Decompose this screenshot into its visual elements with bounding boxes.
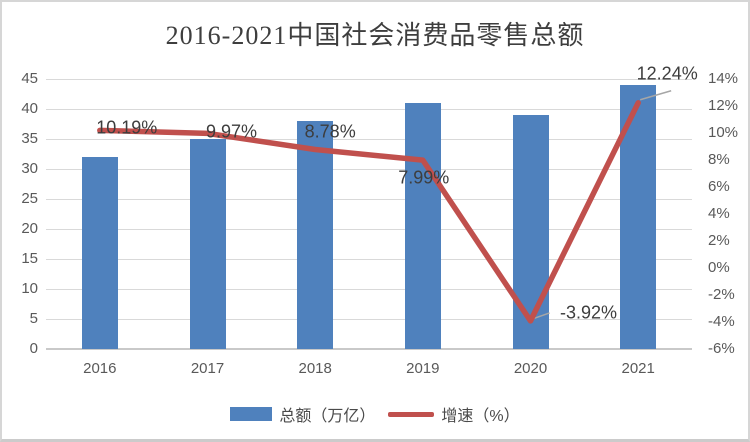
y-axis-right-tick-2%: 2%: [708, 232, 730, 249]
y-axis-right-tick-12%: 12%: [708, 97, 739, 114]
y-axis-left-tick-30: 30: [21, 160, 38, 177]
legend-item-growth[interactable]: 增速（%）: [388, 402, 520, 426]
y-axis-left-tick-5: 5: [29, 310, 38, 327]
x-axis-tick-2021: 2021: [621, 360, 655, 377]
gridline: [46, 288, 692, 290]
data-label-2018: 8.78%: [304, 121, 356, 141]
y-axis-left-tick-0: 0: [29, 340, 38, 357]
data-label-2021: 12.24%: [636, 63, 698, 84]
gridline: [46, 168, 692, 170]
bar-2018[interactable]: [297, 121, 334, 349]
gridline: [46, 108, 692, 110]
x-axis-line: [46, 348, 692, 350]
data-label-2019: 7.99%: [398, 167, 450, 188]
y-axis-right-tick-4%: 4%: [708, 205, 730, 222]
line-series-swatch-icon: [388, 411, 435, 417]
x-axis-tick-2018: 2018: [298, 360, 332, 377]
gridline: [46, 258, 692, 260]
y-axis-left-tick-10: 10: [21, 280, 38, 297]
bar-2017[interactable]: [189, 139, 226, 349]
y-axis-left-tick-15: 15: [21, 250, 38, 267]
y-axis-left-tick-35: 35: [21, 130, 38, 147]
legend-label-total: 总额（万亿）: [279, 408, 376, 425]
y-axis-right-tick--4%: -4%: [708, 313, 735, 330]
bar-2020[interactable]: [512, 115, 549, 349]
x-axis-tick-2020: 2020: [513, 360, 548, 377]
data-label-2016: 10.19%: [96, 117, 158, 138]
y-axis-right-tick-10%: 10%: [708, 124, 739, 141]
y-axis-left-tick-45: 45: [21, 70, 38, 87]
y-axis-left-tick-40: 40: [21, 100, 38, 117]
legend-label-growth: 增速（%）: [441, 408, 520, 425]
y-axis-right-tick-6%: 6%: [708, 178, 730, 195]
x-axis-tick-2017: 2017: [190, 360, 225, 377]
legend: 总额（万亿） 增速（%）: [2, 403, 748, 425]
data-label-2020: -3.92%: [559, 302, 618, 323]
y-axis-right-tick--2%: -2%: [708, 286, 735, 303]
y-axis-right-tick-8%: 8%: [708, 151, 730, 168]
legend-item-total[interactable]: 总额（万亿）: [230, 402, 375, 426]
bar-series-swatch-icon: [230, 407, 273, 421]
gridline: [46, 228, 692, 230]
bar-2016[interactable]: [81, 157, 118, 349]
y-axis-right-tick-0%: 0%: [708, 259, 730, 276]
gridline: [46, 198, 692, 200]
gridline: [46, 78, 692, 80]
y-axis-right-tick--6%: -6%: [708, 340, 735, 357]
y-axis-left-tick-20: 20: [21, 220, 38, 237]
y-axis-right-tick-14%: 14%: [708, 70, 739, 87]
y-axis-left-tick-25: 25: [21, 190, 38, 207]
x-axis-tick-2019: 2019: [406, 360, 440, 377]
bar-2021[interactable]: [620, 85, 657, 349]
data-label-2017: 9.97%: [205, 121, 258, 142]
bar-2019[interactable]: [404, 103, 441, 349]
x-axis-tick-2016: 2016: [83, 360, 117, 377]
chart-title: 2016-2021中国社会消费品零售总额: [165, 21, 585, 50]
